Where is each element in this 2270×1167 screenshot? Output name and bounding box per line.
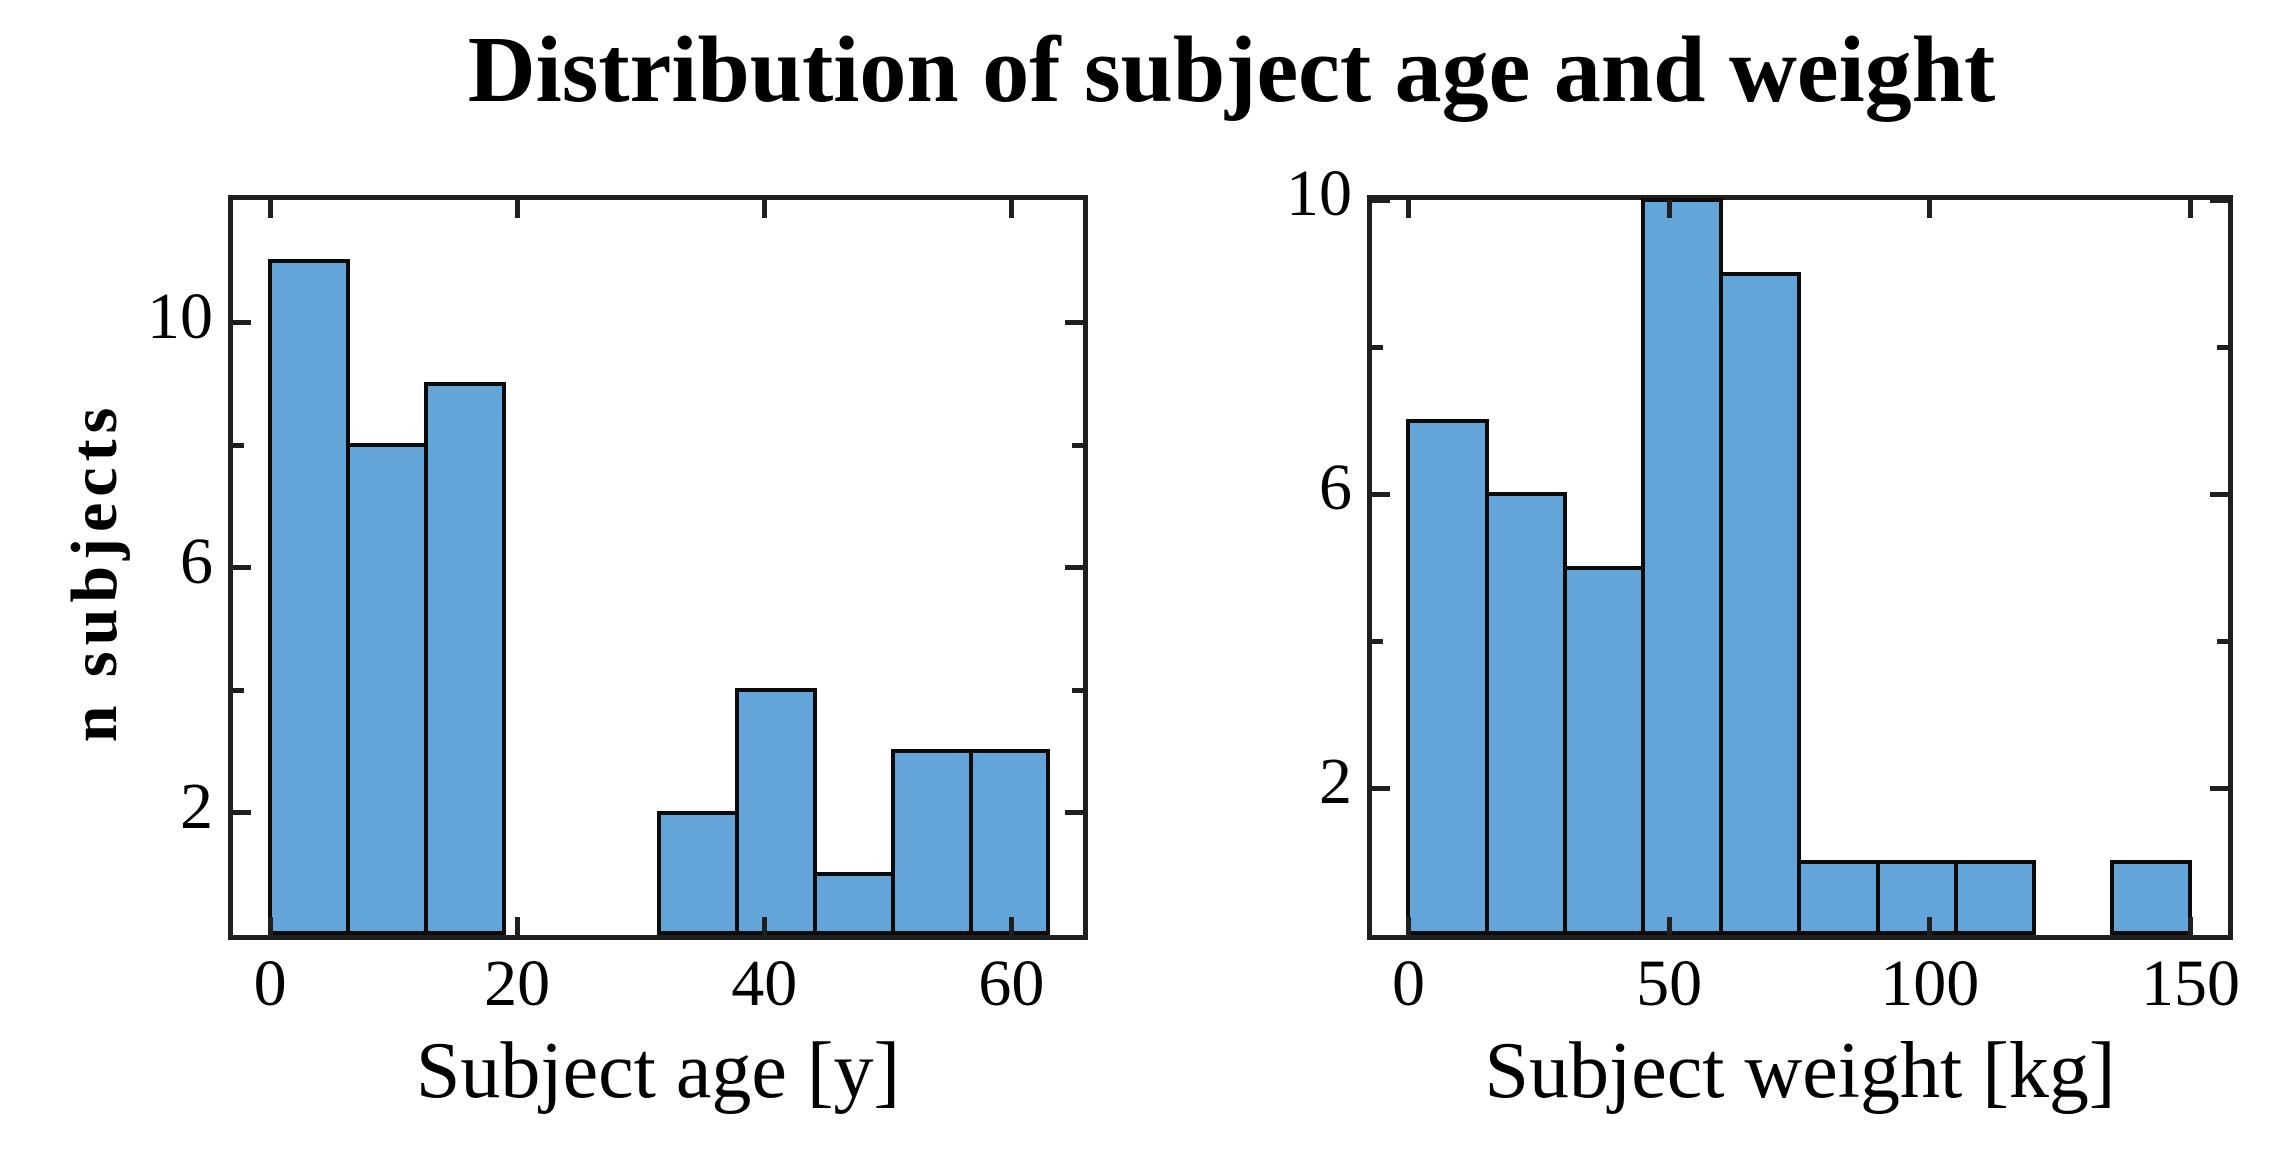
histogram-bar (1406, 418, 1489, 935)
x-tick-top (761, 200, 767, 218)
histogram-bar (345, 443, 428, 935)
x-tick-label: 0 (253, 947, 287, 1020)
x-tick-label: 20 (484, 947, 551, 1020)
histogram-bar (657, 810, 740, 935)
x-tick-bottom (1405, 917, 1411, 935)
y-tick-left (233, 687, 244, 693)
x-tick-label: 100 (1880, 947, 1980, 1020)
y-tick-right (1065, 810, 1083, 815)
histogram-bar (1641, 198, 1724, 935)
figure-title: Distribution of subject age and weight (467, 18, 1996, 122)
histogram-bar (1797, 859, 1880, 935)
histogram-bar (1875, 859, 1958, 935)
histogram-bar (268, 259, 350, 935)
y-tick-label: 6 (1319, 451, 1352, 524)
x-tick-bottom (1927, 917, 1933, 935)
histogram-bar (812, 871, 895, 935)
y-tick-label: 2 (180, 769, 213, 843)
age-histogram-plot: Subject age [y] 0 20 40 60 2 6 10 (147, 195, 1088, 1115)
y-tick-label: 10 (147, 279, 213, 353)
y-tick-left (1372, 638, 1383, 644)
x-tick-bottom (1666, 917, 1672, 935)
x-tick-label: 60 (978, 947, 1045, 1020)
y-tick-left (1372, 197, 1390, 203)
y-tick-right (2217, 638, 2228, 644)
x-axis-label-age: Subject age [y] (415, 1027, 901, 1115)
histogram-bar (2110, 859, 2193, 935)
x-tick-bottom (2187, 917, 2193, 935)
y-tick-left (1372, 491, 1390, 497)
y-tick-right (2210, 785, 2228, 791)
weight-histogram-plot: Subject weight [kg] 0 50 100 150 2 6 10 (1286, 157, 2240, 1115)
y-tick-label: 2 (1319, 745, 1352, 818)
histogram-bar (968, 749, 1051, 935)
x-tick-bottom (761, 917, 767, 935)
y-tick-right (1072, 687, 1083, 693)
x-tick-label: 50 (1636, 947, 1703, 1020)
histogram-bar (890, 749, 973, 935)
x-tick-label: 0 (1392, 947, 1425, 1020)
y-tick-right (1065, 320, 1083, 325)
x-tick-top (1927, 200, 1933, 218)
histogram-bar (1562, 565, 1646, 935)
y-tick-label: 6 (180, 524, 213, 598)
y-tick-right (1065, 565, 1083, 570)
x-tick-top (1405, 200, 1411, 218)
y-tick-label: 10 (1286, 157, 1352, 230)
histogram-bar (1719, 271, 1802, 935)
x-tick-top (2187, 200, 2193, 218)
y-tick-left (233, 565, 251, 570)
x-tick-label: 150 (2140, 947, 2240, 1020)
plot-area (228, 195, 1088, 940)
y-tick-right (1072, 442, 1083, 448)
x-tick-bottom (267, 917, 273, 935)
y-tick-right (2217, 344, 2228, 350)
y-tick-left (233, 320, 251, 325)
x-tick-bottom (514, 917, 520, 935)
y-tick-right (2210, 197, 2228, 203)
x-tick-top (514, 200, 520, 218)
y-tick-left (1372, 785, 1390, 791)
x-tick-top (1008, 200, 1014, 218)
plot-area (1367, 195, 2233, 940)
y-tick-left (233, 442, 244, 448)
histogram-bar (1953, 859, 2037, 935)
histogram-bar (735, 688, 817, 935)
x-tick-top (1666, 200, 1672, 218)
histogram-bar (423, 381, 506, 935)
x-axis-label-weight: Subject weight [kg] (1484, 1027, 2116, 1115)
y-tick-right (2210, 491, 2228, 497)
x-tick-bottom (1008, 917, 1014, 935)
x-tick-label: 40 (731, 947, 798, 1020)
histogram-bar (1484, 492, 1567, 935)
y-tick-left (233, 810, 251, 815)
y-tick-left (1372, 344, 1383, 350)
x-tick-top (267, 200, 273, 218)
